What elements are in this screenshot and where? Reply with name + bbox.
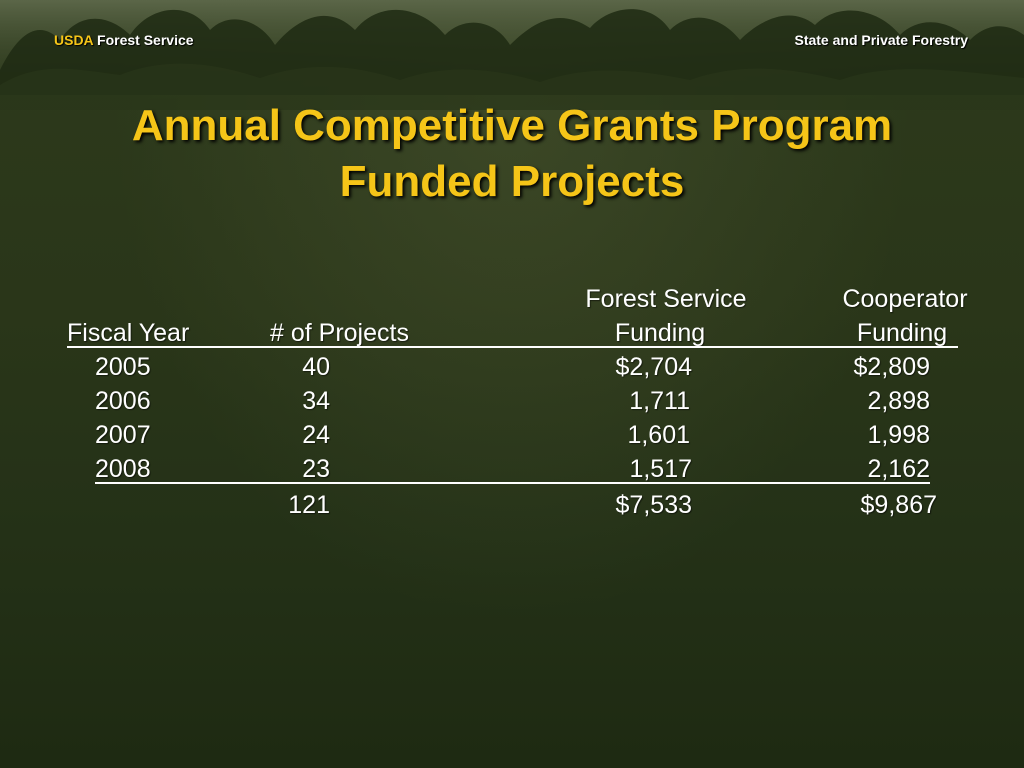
header-fs-line1: Forest Service <box>585 285 747 313</box>
total-projects: 121 <box>288 491 330 519</box>
slide-title: Annual Competitive Grants Program Funded… <box>0 98 1024 210</box>
cell-coop-funding: $2,809 <box>853 353 930 381</box>
cell-fs-funding: 1,601 <box>627 421 690 449</box>
header-projects: # of Projects <box>270 319 409 347</box>
header-coop-line2: Funding <box>856 319 948 347</box>
cell-coop-funding: 2,898 <box>867 387 930 415</box>
cell-projects: 34 <box>302 387 330 415</box>
usda-label: USDA <box>54 32 94 48</box>
header-bar: USDA Forest Service State and Private Fo… <box>54 32 968 52</box>
cell-coop-funding: 2,162 <box>867 455 930 483</box>
title-line-1: Annual Competitive Grants Program <box>131 101 893 150</box>
agency-name: USDA Forest Service <box>54 32 194 48</box>
cell-year: 2007 <box>95 421 151 449</box>
cell-projects: 23 <box>302 455 330 483</box>
cell-projects: 40 <box>302 353 330 381</box>
cell-year: 2006 <box>95 387 151 415</box>
cell-fs-funding: $2,704 <box>615 353 692 381</box>
cell-coop-funding: 1,998 <box>867 421 930 449</box>
forest-service-label: Forest Service <box>97 32 194 48</box>
cell-fs-funding: 1,517 <box>629 455 692 483</box>
total-fs-funding: $7,533 <box>615 491 692 519</box>
header-fiscal-year: Fiscal Year <box>67 319 190 347</box>
total-rule <box>95 482 930 484</box>
division-label: State and Private Forestry <box>794 32 968 48</box>
total-coop-funding: $9,867 <box>860 491 937 519</box>
cell-year: 2008 <box>95 455 151 483</box>
cell-year: 2005 <box>95 353 151 381</box>
cell-projects: 24 <box>302 421 330 449</box>
header-fs-line2: Funding <box>614 319 706 347</box>
title-line-2: Funded Projects <box>339 157 685 206</box>
header-coop-line1: Cooperator <box>842 285 968 313</box>
cell-fs-funding: 1,711 <box>629 387 690 415</box>
header-underline <box>67 346 958 348</box>
treeline-background <box>0 0 1024 110</box>
